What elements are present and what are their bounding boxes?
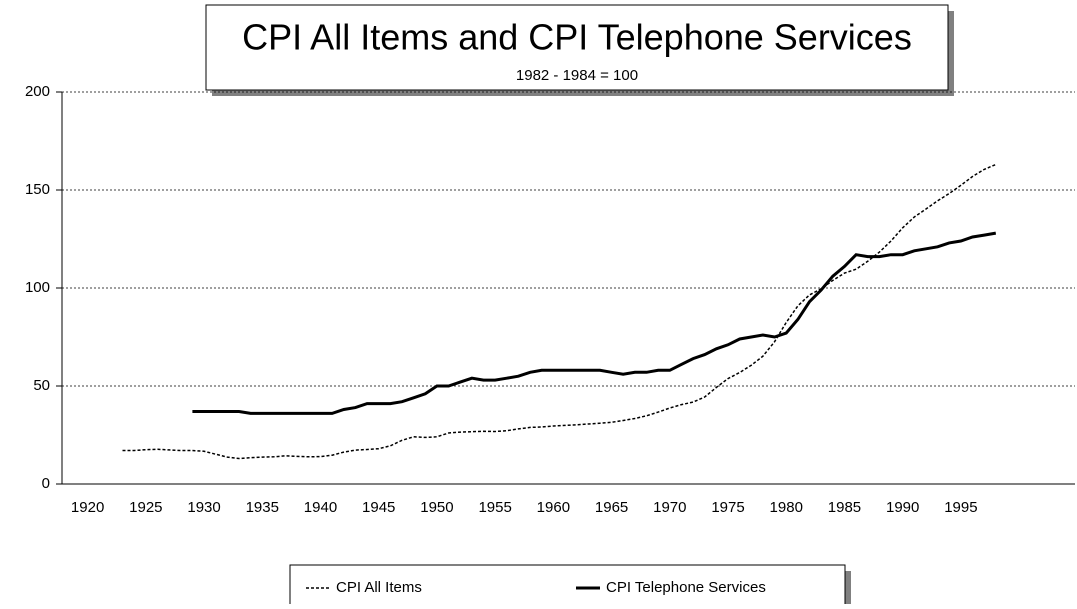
x-tick-label: 1980 (770, 499, 803, 516)
chart-subtitle: 1982 - 1984 = 100 (516, 67, 638, 84)
x-tick-label: 1925 (129, 499, 162, 516)
x-tick-label: 1930 (187, 499, 220, 516)
title-box (205, 4, 949, 91)
x-tick-label: 1965 (595, 499, 628, 516)
x-tick-label: 1975 (711, 499, 744, 516)
legend-label: CPI All Items (336, 579, 422, 596)
x-tick-label: 1970 (653, 499, 686, 516)
series-line (122, 163, 997, 460)
x-tick-label: 1995 (944, 499, 977, 516)
x-tick-label: 1920 (71, 499, 104, 516)
legend-label: CPI Telephone Services (606, 579, 766, 596)
y-tick-label: 50 (33, 377, 50, 394)
x-tick-label: 1945 (362, 499, 395, 516)
series-line (192, 231, 997, 415)
x-tick-label: 1940 (304, 499, 337, 516)
chart-title: CPI All Items and CPI Telephone Services (242, 17, 912, 58)
x-tick-label: 1935 (246, 499, 279, 516)
legend-box (289, 564, 846, 609)
x-tick-label: 1990 (886, 499, 919, 516)
y-tick-label: 200 (25, 83, 50, 100)
y-tick-label: 0 (42, 475, 50, 492)
x-tick-label: 1960 (537, 499, 570, 516)
x-tick-label: 1985 (828, 499, 861, 516)
y-tick-label: 100 (25, 279, 50, 296)
y-tick-label: 150 (25, 181, 50, 198)
x-tick-label: 1955 (478, 499, 511, 516)
x-tick-label: 1950 (420, 499, 453, 516)
